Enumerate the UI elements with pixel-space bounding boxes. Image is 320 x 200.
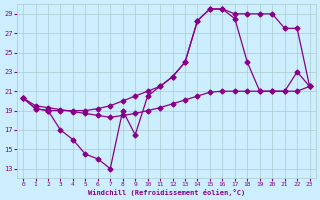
X-axis label: Windchill (Refroidissement éolien,°C): Windchill (Refroidissement éolien,°C) bbox=[88, 189, 245, 196]
